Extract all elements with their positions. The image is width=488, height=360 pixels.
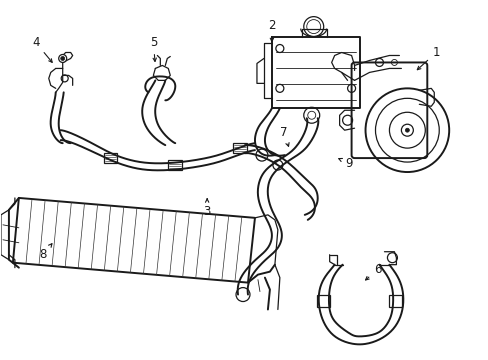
Text: 8: 8: [39, 244, 52, 261]
Text: 2: 2: [267, 19, 275, 41]
Bar: [103, 153, 117, 163]
Circle shape: [405, 128, 408, 132]
Text: 4: 4: [32, 36, 52, 62]
Circle shape: [59, 54, 66, 62]
Text: 9: 9: [338, 157, 352, 170]
Text: 1: 1: [416, 46, 439, 70]
Bar: [233, 143, 246, 153]
Bar: [388, 294, 402, 306]
Text: 3: 3: [203, 199, 210, 219]
Bar: [316, 294, 329, 306]
Circle shape: [61, 57, 64, 60]
Text: 7: 7: [280, 126, 288, 146]
Text: 6: 6: [365, 263, 381, 280]
Bar: [168, 160, 182, 170]
Text: 5: 5: [149, 36, 157, 62]
